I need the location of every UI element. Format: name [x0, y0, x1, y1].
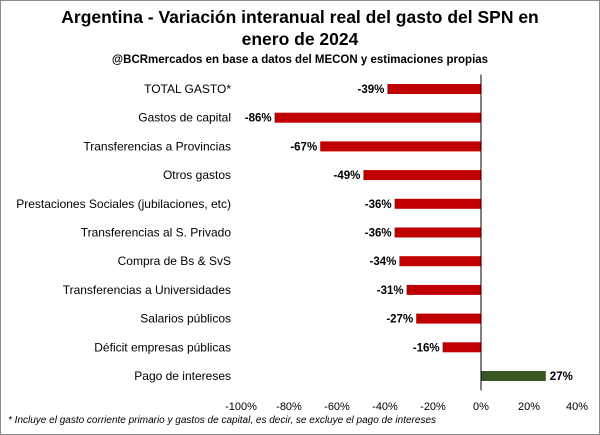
- x-tick-label-5: 0%: [473, 401, 489, 413]
- category-label-6: Compra de Bs & SvS: [118, 254, 231, 268]
- value-label-6: -34%: [370, 256, 397, 268]
- bar-4: [394, 198, 481, 209]
- category-label-0: TOTAL GASTO*: [144, 82, 231, 96]
- value-label-3: -49%: [334, 170, 361, 182]
- category-label-5: Transferencias al S. Privado: [81, 226, 232, 240]
- category-label-9: Déficit empresas públicas: [94, 340, 231, 354]
- category-label-1: Gastos de capital: [138, 111, 231, 125]
- bar-2: [320, 141, 481, 152]
- chart-title-line-2: enero de 2024: [241, 29, 359, 49]
- bar-10: [481, 371, 546, 381]
- bar-6: [399, 256, 481, 267]
- value-label-0: -39%: [358, 84, 385, 96]
- x-tick-label-7: 40%: [566, 401, 588, 413]
- value-label-10: 27%: [550, 371, 573, 383]
- x-tick-label-1: -80%: [276, 401, 302, 413]
- value-labels: -39% -86% -67% -49% -36% -36% -34% -31% -27% -16%…: [245, 84, 573, 383]
- category-label-3: Otros gastos: [163, 168, 231, 182]
- value-label-5: -36%: [365, 228, 392, 240]
- bar-5: [394, 227, 481, 238]
- bar-7: [406, 284, 481, 295]
- category-label-8: Salarios públicos: [140, 312, 231, 326]
- category-label-2: Transferencias a Provincias: [83, 139, 231, 153]
- category-labels: TOTAL GASTO* Gastos de capital Transferenc…: [16, 82, 231, 383]
- category-label-7: Transferencias a Universidades: [63, 283, 231, 297]
- bar-1: [274, 112, 481, 123]
- bar-9: [442, 342, 481, 353]
- value-label-8: -27%: [386, 314, 413, 326]
- x-tick-label-3: -40%: [372, 401, 398, 413]
- value-label-9: -16%: [413, 342, 440, 354]
- value-label-4: -36%: [365, 199, 392, 211]
- x-tick-label-6: 20%: [518, 401, 540, 413]
- bar-3: [363, 170, 481, 181]
- value-label-7: -31%: [377, 285, 404, 297]
- value-label-1: -86%: [245, 113, 272, 125]
- bar-group: [274, 84, 546, 381]
- x-axis-tick-labels: -100% -80% -60% -40% -20% 0% 20% 40%: [225, 401, 588, 413]
- chart-footnote: * Incluye el gasto corriente primario y …: [8, 415, 437, 426]
- category-label-10: Pago de intereses: [134, 369, 231, 383]
- bar-8: [416, 313, 481, 324]
- bar-0: [387, 84, 481, 94]
- chart-title-line-1: Argentina - Variación interanual real de…: [61, 7, 539, 27]
- value-label-2: -67%: [290, 141, 317, 153]
- x-tick-label-0: -100%: [225, 401, 257, 413]
- x-tick-label-4: -20%: [420, 401, 446, 413]
- chart-subtitle: @BCRmercados en base a datos del MECON y…: [111, 54, 489, 66]
- chart-title: Argentina - Variación interanual real de…: [0, 6, 600, 50]
- category-label-4: Prestaciones Sociales (jubilaciones, etc…: [16, 197, 231, 211]
- x-tick-label-2: -60%: [324, 401, 350, 413]
